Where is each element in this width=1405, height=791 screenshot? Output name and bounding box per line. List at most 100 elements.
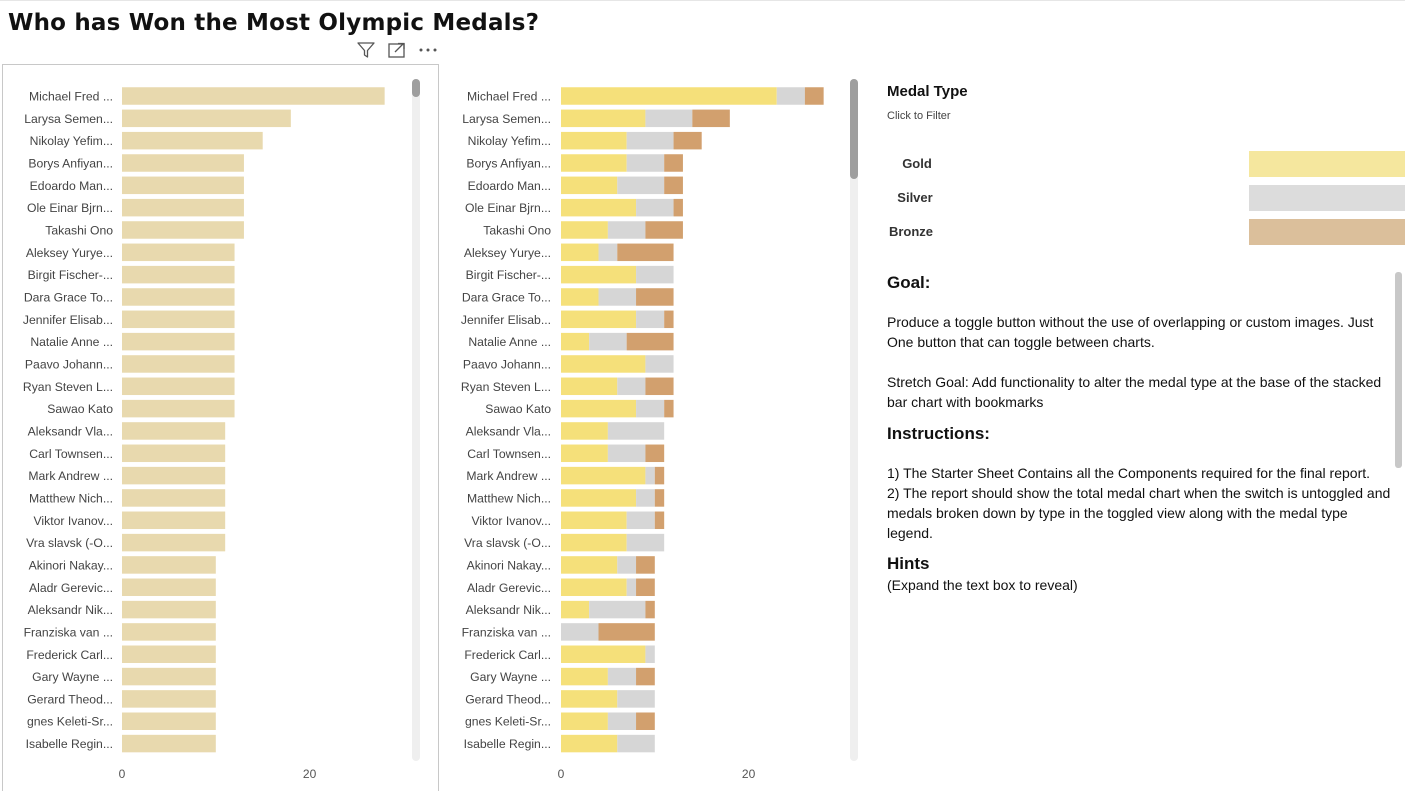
bar-bronze[interactable]	[626, 332, 674, 351]
bar-gold[interactable]	[561, 533, 627, 552]
filter-icon[interactable]	[356, 41, 376, 64]
bar-bronze[interactable]	[664, 399, 674, 418]
bar[interactable]	[122, 154, 244, 172]
bar-silver[interactable]	[607, 712, 637, 730]
bar-gold[interactable]	[561, 489, 637, 507]
stacked-chart-scrollbar[interactable]	[850, 79, 858, 761]
bar[interactable]	[122, 556, 216, 574]
stacked-chart-scroll-thumb[interactable]	[850, 79, 858, 179]
bar[interactable]	[122, 377, 235, 396]
bar-silver[interactable]	[589, 332, 627, 351]
bar[interactable]	[122, 176, 244, 195]
bar-bronze[interactable]	[636, 288, 674, 306]
bar-bronze[interactable]	[645, 600, 655, 619]
bar-silver[interactable]	[561, 623, 599, 641]
bar-silver[interactable]	[645, 645, 655, 664]
bar-bronze[interactable]	[654, 489, 665, 507]
bar-gold[interactable]	[561, 645, 646, 664]
bar-bronze[interactable]	[664, 154, 683, 172]
bar-gold[interactable]	[561, 310, 637, 329]
bar-gold[interactable]	[561, 198, 637, 217]
focus-mode-icon[interactable]	[387, 41, 407, 64]
bar-bronze[interactable]	[673, 131, 702, 150]
bar-gold[interactable]	[561, 265, 637, 284]
bar-silver[interactable]	[636, 265, 674, 284]
total-chart-scroll-thumb[interactable]	[412, 79, 420, 97]
bar-gold[interactable]	[561, 377, 618, 396]
bar[interactable]	[122, 310, 235, 329]
bar[interactable]	[122, 667, 216, 686]
bar-gold[interactable]	[561, 221, 608, 239]
bar-gold[interactable]	[561, 444, 608, 463]
bar-silver[interactable]	[626, 578, 637, 597]
bar[interactable]	[122, 511, 226, 530]
bar-silver[interactable]	[636, 310, 665, 329]
bar-silver[interactable]	[645, 355, 674, 373]
bar-gold[interactable]	[561, 712, 608, 730]
bar-gold[interactable]	[561, 511, 627, 530]
legend-item-bronze[interactable]: Bronze	[880, 219, 1405, 245]
bar-bronze[interactable]	[654, 511, 665, 530]
bar-bronze[interactable]	[617, 243, 674, 262]
bar-gold[interactable]	[561, 154, 627, 172]
more-options-icon[interactable]	[417, 41, 439, 64]
bar-gold[interactable]	[561, 355, 646, 373]
bar-bronze[interactable]	[636, 578, 655, 597]
bar-bronze[interactable]	[645, 221, 683, 239]
bar[interactable]	[122, 600, 216, 619]
bar[interactable]	[122, 578, 216, 597]
bar-gold[interactable]	[561, 332, 590, 351]
bar[interactable]	[122, 645, 216, 664]
bar[interactable]	[122, 288, 235, 306]
bar-gold[interactable]	[561, 690, 618, 708]
bar-gold[interactable]	[561, 109, 646, 128]
bar[interactable]	[122, 243, 235, 262]
bar[interactable]	[122, 466, 226, 485]
bar[interactable]	[122, 221, 244, 239]
bar-bronze[interactable]	[645, 377, 674, 396]
bar-silver[interactable]	[626, 533, 665, 552]
bar[interactable]	[122, 265, 235, 284]
bar[interactable]	[122, 422, 226, 440]
bar-silver[interactable]	[589, 600, 646, 619]
bar-gold[interactable]	[561, 556, 618, 574]
bar-bronze[interactable]	[645, 444, 665, 463]
bar-gold[interactable]	[561, 176, 618, 195]
bar-gold[interactable]	[561, 422, 608, 440]
bar-bronze[interactable]	[692, 109, 730, 128]
bar-gold[interactable]	[561, 399, 637, 418]
bar[interactable]	[122, 399, 235, 418]
textbox-scrollbar[interactable]	[1395, 272, 1402, 468]
bar-silver[interactable]	[598, 288, 637, 306]
bar-silver[interactable]	[636, 489, 655, 507]
bar-bronze[interactable]	[636, 667, 655, 686]
bar-bronze[interactable]	[636, 712, 655, 730]
bar[interactable]	[122, 734, 216, 753]
bar-gold[interactable]	[561, 578, 627, 597]
bar-silver[interactable]	[607, 667, 637, 686]
legend-item-gold[interactable]: Gold	[880, 151, 1405, 177]
bar-silver[interactable]	[636, 399, 665, 418]
bar-gold[interactable]	[561, 600, 590, 619]
bar-gold[interactable]	[561, 288, 599, 306]
total-chart-scrollbar[interactable]	[412, 79, 420, 761]
bar-silver[interactable]	[607, 422, 665, 440]
bar-silver[interactable]	[645, 466, 655, 485]
bar-silver[interactable]	[636, 198, 674, 217]
bar-bronze[interactable]	[654, 466, 665, 485]
bar-gold[interactable]	[561, 131, 627, 150]
bar-silver[interactable]	[776, 87, 805, 105]
bar-silver[interactable]	[617, 556, 637, 574]
bar-gold[interactable]	[561, 667, 608, 686]
bar[interactable]	[122, 332, 235, 351]
bar-silver[interactable]	[607, 444, 646, 463]
bar-silver[interactable]	[607, 221, 646, 239]
bar-bronze[interactable]	[664, 176, 683, 195]
bar-gold[interactable]	[561, 87, 777, 105]
bar[interactable]	[122, 87, 385, 105]
bar-bronze[interactable]	[598, 623, 655, 641]
bar[interactable]	[122, 489, 226, 507]
bar[interactable]	[122, 690, 216, 708]
bar-silver[interactable]	[598, 243, 618, 262]
bar-silver[interactable]	[617, 690, 655, 708]
